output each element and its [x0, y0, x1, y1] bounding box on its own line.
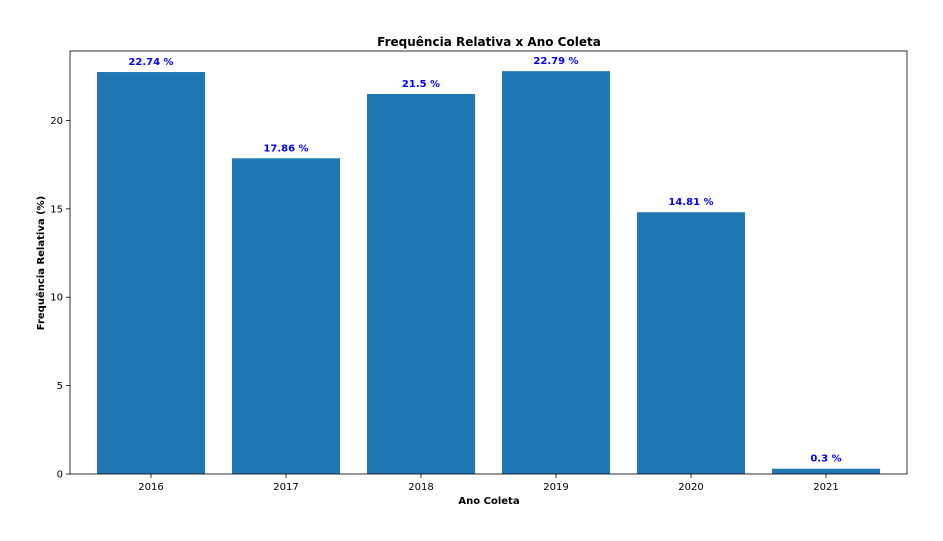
- bar-2020: [637, 212, 745, 474]
- bar-2018: [367, 93, 475, 474]
- data-label-2017: 17.86 %: [263, 143, 308, 154]
- bar-2021: [772, 468, 880, 474]
- y-tick-label-5: 5: [57, 381, 63, 392]
- bar-2016: [97, 72, 205, 474]
- data-label-2021: 0.3 %: [810, 454, 841, 465]
- x-axis-label: Ano Coleta: [458, 496, 519, 507]
- y-axis-ticks: 0 5 10 15 20: [50, 116, 70, 481]
- data-label-2020: 14.81 %: [668, 197, 713, 208]
- data-label-2018: 21.5 %: [402, 79, 440, 90]
- x-tick-label-2021: 2021: [813, 482, 838, 493]
- data-labels-layer: 22.74 % 17.86 % 21.5 % 22.79 % 14.81 % 0.3 %: [128, 56, 841, 465]
- x-tick-label-2018: 2018: [408, 482, 433, 493]
- y-tick-label-15: 15: [50, 204, 63, 215]
- plot-frame: [69, 50, 908, 475]
- y-axis-label: Frequência Relativa (%): [35, 196, 47, 330]
- data-label-2016: 22.74 %: [128, 57, 173, 68]
- x-tick-label-2017: 2017: [273, 482, 298, 493]
- bar-2017: [232, 158, 340, 475]
- x-tick-label-2019: 2019: [543, 482, 568, 493]
- y-tick-label-10: 10: [50, 293, 63, 304]
- y-tick-label-20: 20: [50, 116, 63, 127]
- chart-title: Frequência Relativa x Ano Coleta: [377, 35, 601, 49]
- y-tick-label-0: 0: [57, 470, 63, 481]
- data-label-2019: 22.79 %: [533, 56, 578, 67]
- bar-2019: [502, 71, 610, 475]
- x-axis-ticks: 2016 2017 2018 2019 2020 2021: [138, 474, 839, 493]
- x-tick-label-2020: 2020: [678, 482, 703, 493]
- bars-layer: [97, 71, 880, 475]
- x-tick-label-2016: 2016: [138, 482, 163, 493]
